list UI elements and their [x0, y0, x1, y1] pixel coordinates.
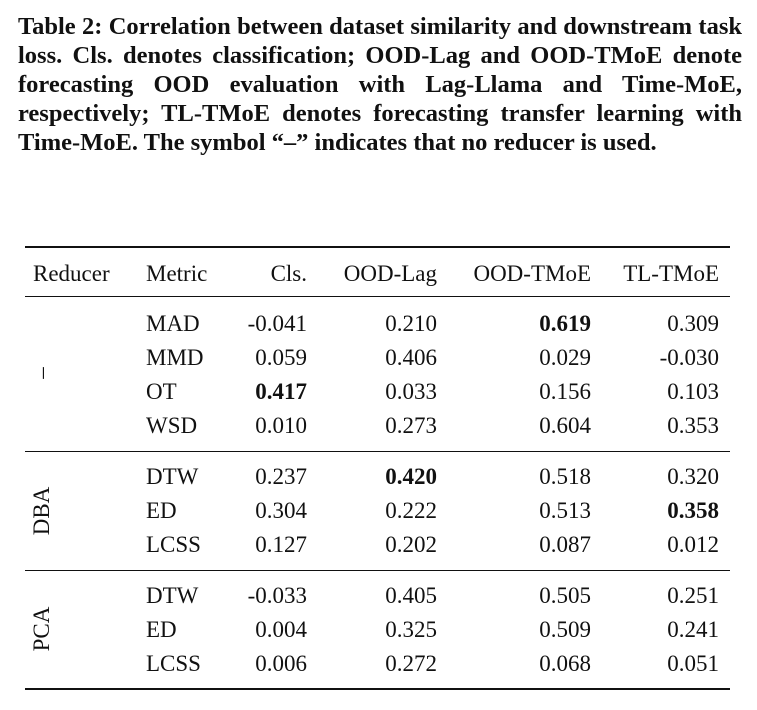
value-cell: 0.033: [385, 379, 437, 404]
metric-cell: ED: [146, 617, 177, 642]
value-cell: 0.010: [255, 413, 307, 438]
value-cell: 0.509: [539, 617, 591, 642]
value-cell: 0.029: [539, 345, 591, 370]
value-cell: 0.237: [255, 464, 307, 489]
value-cell: 0.004: [255, 617, 307, 642]
top-rule: [25, 246, 730, 248]
value-cell: -0.030: [659, 345, 719, 370]
value-cell: 0.325: [385, 617, 437, 642]
value-cell: 0.202: [385, 532, 437, 557]
value-cell: 0.068: [539, 651, 591, 676]
value-cell: 0.127: [255, 532, 307, 557]
value-cell: 0.518: [539, 464, 591, 489]
value-cell: 0.222: [385, 498, 437, 523]
value-cell: 0.505: [539, 583, 591, 608]
metric-cell: LCSS: [146, 532, 201, 557]
value-cell: 0.251: [667, 583, 719, 608]
header-rule: [25, 296, 730, 297]
value-cell: 0.051: [667, 651, 719, 676]
metric-cell: DTW: [146, 464, 199, 489]
value-cell-best: 0.358: [667, 498, 719, 523]
value-cell: 0.156: [539, 379, 591, 404]
group-rule: [25, 570, 730, 571]
table-caption: Table 2: Correlation between dataset sim…: [18, 13, 742, 156]
value-cell: 0.087: [539, 532, 591, 557]
metric-cell: MAD: [146, 311, 200, 336]
value-cell: 0.405: [385, 583, 437, 608]
value-cell: 0.273: [385, 413, 437, 438]
reducer-label-dba: DBA: [29, 486, 54, 536]
group-rule: [25, 451, 730, 452]
metric-cell: WSD: [146, 413, 198, 438]
value-cell: 0.604: [539, 413, 591, 438]
value-cell: 0.320: [667, 464, 719, 489]
metric-cell: ED: [146, 498, 177, 523]
value-cell-best: 0.619: [539, 311, 591, 336]
value-cell: 0.513: [539, 498, 591, 523]
value-cell: 0.406: [385, 345, 437, 370]
value-cell: 0.103: [667, 379, 719, 404]
bottom-rule: [25, 688, 730, 690]
reducer-label-pca: PCA: [29, 606, 54, 652]
metric-cell: MMD: [146, 345, 204, 370]
header-ood-lag: OOD-Lag: [343, 261, 437, 286]
value-cell: 0.272: [385, 651, 437, 676]
value-cell-best: 0.417: [255, 379, 307, 404]
metric-cell: DTW: [146, 583, 199, 608]
value-cell: 0.210: [385, 311, 437, 336]
value-cell-best: 0.420: [385, 464, 437, 489]
value-cell: 0.059: [255, 345, 307, 370]
header-reducer: Reducer: [33, 261, 110, 286]
value-cell: 0.309: [667, 311, 719, 336]
header-ood-tmoe: OOD-TMoE: [473, 261, 591, 286]
header-metric: Metric: [146, 261, 208, 286]
header-cls: Cls.: [270, 261, 307, 286]
metric-cell: OT: [146, 379, 177, 404]
value-cell: 0.304: [255, 498, 307, 523]
metric-cell: LCSS: [146, 651, 201, 676]
value-cell: 0.006: [255, 651, 307, 676]
header-tl-tmoe: TL-TMoE: [623, 261, 719, 286]
value-cell: 0.241: [667, 617, 719, 642]
value-cell: -0.041: [247, 311, 307, 336]
value-cell: 0.012: [667, 532, 719, 557]
reducer-label-none: –: [29, 367, 54, 379]
value-cell: -0.033: [247, 583, 307, 608]
value-cell: 0.353: [667, 413, 719, 438]
